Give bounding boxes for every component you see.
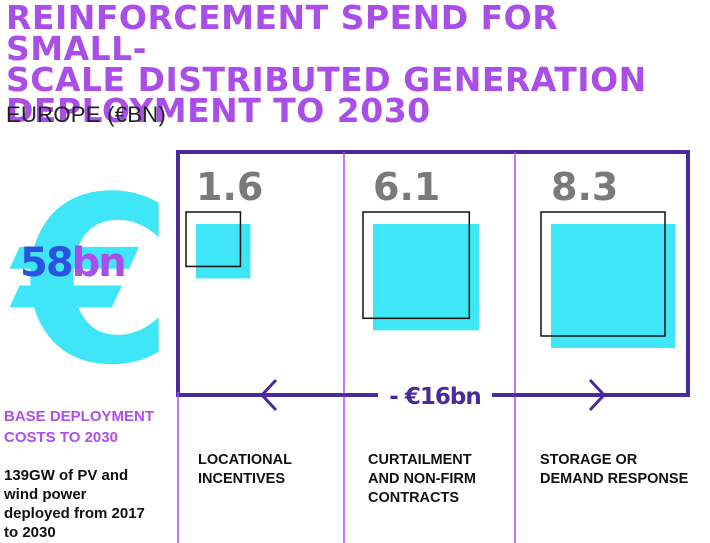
bar-curtailment-outline [362,211,471,320]
category-label-locational: LOCATIONAL INCENTIVES [198,451,292,489]
bar-storage [551,224,675,348]
category-label-line: CONTRACTS [368,490,460,506]
value-label-curtailment: 6.1 [373,165,440,209]
base-label-line-2: COSTS TO 2030 [4,429,118,446]
base-cost-value: 58 [20,240,74,286]
base-deployment-label: BASE DEPLOYMENT COSTS TO 2030 [4,406,154,448]
bar-storage-outline [540,211,666,337]
arrow-left-icon [259,378,278,412]
chart-subtitle: EUROPE (€BN) [6,102,167,127]
category-label-storage: STORAGE OR DEMAND RESPONSE [540,451,688,489]
base-cost-total: 58bn [20,240,127,286]
category-label-line: STORAGE OR [540,452,638,468]
bar-locational-outline [185,211,242,268]
category-label-line: DEMAND RESPONSE [540,471,689,487]
euro-symbol-icon: € [14,149,175,416]
title-line-3: DEPLOYMENT TO 2030 [6,91,431,130]
bar-curtailment [373,224,480,331]
category-label-line: INCENTIVES [198,471,286,487]
savings-label: - €16bn [389,384,480,410]
title-line-1: REINFORCEMENT SPEND FOR SMALL- [6,0,559,68]
savings-label-bg [378,378,492,412]
base-desc-line-1: 139GW of PV and [4,467,129,484]
value-label-storage: 8.3 [551,165,618,209]
base-desc-line-4: to 2030 [4,524,56,541]
category-label-line: CURTAILMENT [368,452,472,468]
base-desc-line-2: wind power [4,486,87,503]
value-label-locational: 1.6 [196,165,263,209]
category-label-curtailment: CURTAILMENT AND NON-FIRM CONTRACTS [368,451,476,508]
base-desc-line-3: deployed from 2017 [4,505,145,522]
category-label-line: AND NON-FIRM [368,471,476,487]
category-label-line: LOCATIONAL [198,452,292,468]
base-deployment-description: 139GW of PV and wind power deployed from… [4,466,145,542]
chart-title: REINFORCEMENT SPEND FOR SMALL- SCALE DIS… [6,0,706,130]
bar-locational [196,224,251,279]
base-cost-unit: bn [71,240,127,286]
title-line-2: SCALE DISTRIBUTED GENERATION [6,60,647,99]
arrow-right-icon [588,378,607,412]
base-label-line-1: BASE DEPLOYMENT [4,408,155,425]
